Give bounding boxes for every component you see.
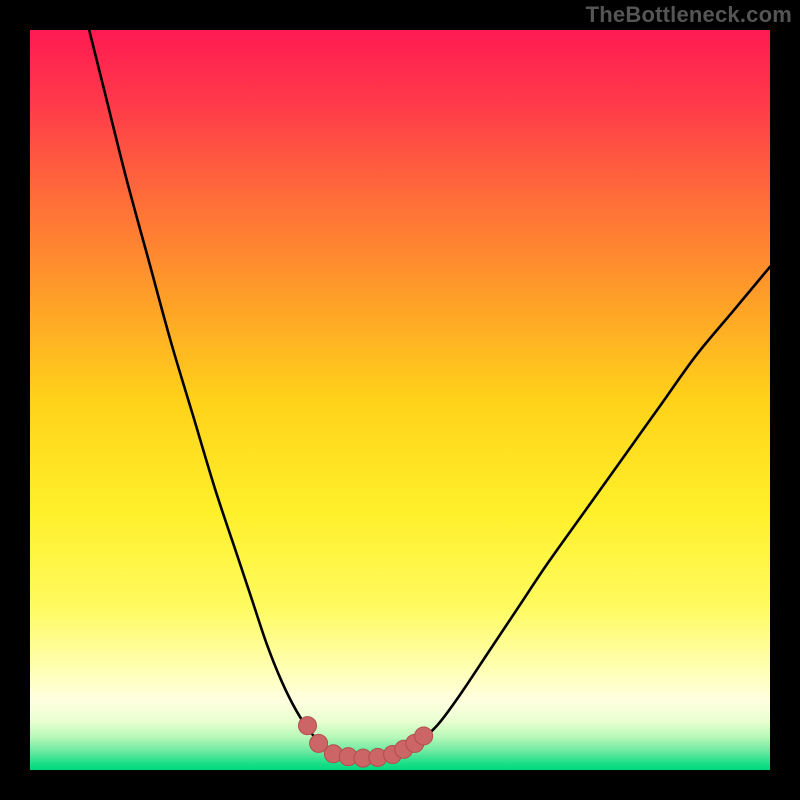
bottleneck-curve-plot — [0, 0, 800, 800]
watermark-text: TheBottleneck.com — [586, 2, 792, 28]
gradient-background — [30, 30, 770, 770]
marker-point — [415, 727, 433, 745]
chart-frame: { "watermark": { "text": "TheBottleneck.… — [0, 0, 800, 800]
marker-point — [299, 717, 317, 735]
